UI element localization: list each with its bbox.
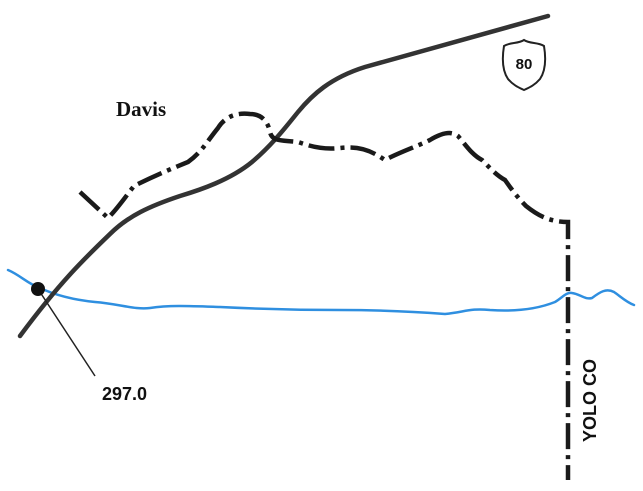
milepost-marker-icon bbox=[31, 282, 45, 296]
milepost-label: 297.0 bbox=[102, 384, 147, 404]
interstate-shield-number: 80 bbox=[516, 56, 533, 73]
interstate-shield-icon: 80 bbox=[501, 38, 547, 92]
milepost-leader-line bbox=[37, 288, 96, 377]
city-label: Davis bbox=[116, 97, 166, 121]
interstate-80-highway bbox=[17, 13, 551, 339]
boundary-line bbox=[78, 111, 571, 480]
county-label: YOLO CO bbox=[580, 359, 600, 442]
river-line bbox=[6, 268, 636, 316]
